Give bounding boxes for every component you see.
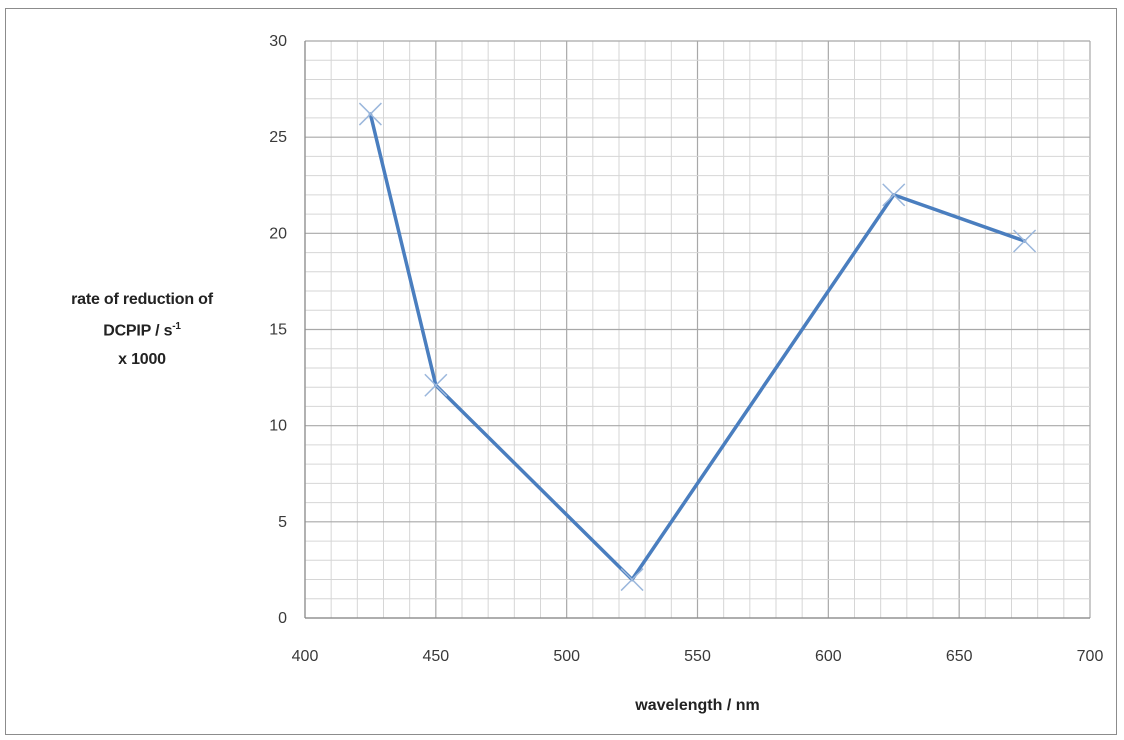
y-tick-label: 0 — [278, 610, 287, 627]
y-tick-label: 30 — [269, 33, 287, 50]
series — [358, 102, 1037, 592]
x-tick-label: 400 — [292, 648, 319, 665]
marker-stroke — [424, 373, 448, 397]
data-point — [620, 568, 644, 592]
y-axis-label-superscript: -1 — [172, 321, 181, 332]
x-tick-labels: 400 450 500 550 600 650 700 — [292, 648, 1104, 665]
marker-stroke — [358, 102, 382, 126]
x-tick-label: 550 — [684, 648, 711, 665]
y-tick-label: 20 — [269, 225, 287, 242]
y-tick-label: 5 — [278, 514, 287, 531]
x-tick-label: 500 — [553, 648, 580, 665]
y-tick-label: 25 — [269, 129, 287, 146]
marker-stroke — [882, 183, 906, 207]
data-point — [358, 102, 382, 126]
data-point — [882, 183, 906, 207]
x-tick-label: 600 — [815, 648, 842, 665]
y-tick-label: 10 — [269, 418, 287, 435]
y-axis-label-unit: DCPIP / s — [103, 322, 173, 340]
y-axis-label-line-3: x 1000 — [118, 351, 166, 368]
y-tick-label: 15 — [269, 322, 287, 339]
axes — [304, 41, 1090, 619]
data-point — [424, 373, 448, 397]
x-tick-label: 700 — [1077, 648, 1104, 665]
chart-area — [5, 8, 1117, 735]
data-point — [1013, 229, 1037, 253]
y-axis-label-line-2: DCPIP / s-1 — [22, 321, 262, 340]
marker-stroke — [620, 568, 644, 592]
x-axis-label: wavelength / nm — [634, 697, 759, 714]
x-tick-label: 450 — [422, 648, 449, 665]
x-tick-label: 650 — [946, 648, 973, 665]
y-tick-labels: 0 5 10 15 20 25 30 — [269, 33, 287, 627]
marker-stroke — [1013, 229, 1037, 253]
y-axis-label-line-1: rate of reduction of — [71, 291, 213, 308]
